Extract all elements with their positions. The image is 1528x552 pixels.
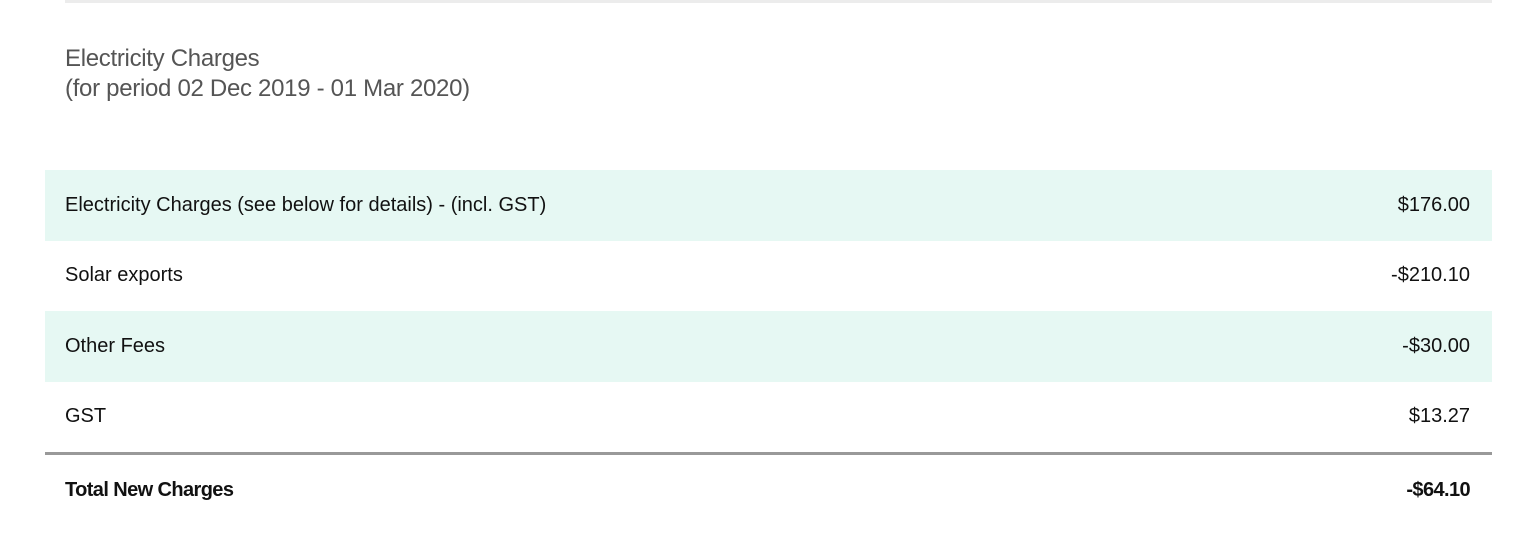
row-label: Solar exports (65, 264, 183, 287)
section-heading: Electricity Charges (for period 02 Dec 2… (65, 44, 470, 104)
charge-row-solar-exports: Solar exports -$210.10 (45, 241, 1492, 312)
total-amount: -$64.10 (1406, 478, 1470, 501)
charge-row-other-fees: Other Fees -$30.00 (45, 311, 1492, 382)
row-amount: -$210.10 (1391, 264, 1470, 287)
total-label: Total New Charges (65, 478, 234, 501)
row-label: Other Fees (65, 334, 166, 357)
total-row: Total New Charges -$64.10 (45, 452, 1492, 525)
row-amount: $176.00 (1397, 193, 1470, 216)
charge-row-gst: GST $13.27 (45, 382, 1492, 453)
row-amount: $13.27 (1408, 405, 1470, 428)
top-divider (65, 0, 1492, 3)
section-period: (for period 02 Dec 2019 - 01 Mar 2020) (65, 75, 470, 102)
charge-row-electricity: Electricity Charges (see below for detai… (45, 170, 1492, 241)
charges-table: Electricity Charges (see below for detai… (45, 170, 1492, 525)
row-label: Electricity Charges (see below for detai… (65, 193, 547, 216)
section-title: Electricity Charges (65, 45, 260, 72)
row-amount: -$30.00 (1402, 334, 1470, 357)
row-label: GST (65, 405, 107, 428)
